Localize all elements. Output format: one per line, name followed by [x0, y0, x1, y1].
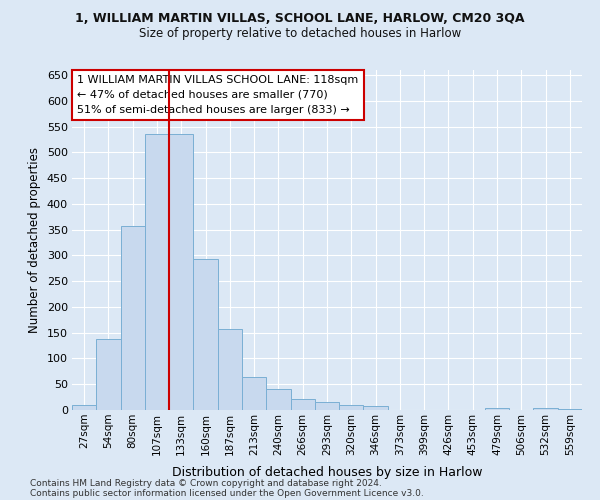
Bar — [533, 408, 558, 410]
Text: 1 WILLIAM MARTIN VILLAS SCHOOL LANE: 118sqm
← 47% of detached houses are smaller: 1 WILLIAM MARTIN VILLAS SCHOOL LANE: 118… — [77, 75, 358, 114]
Bar — [193, 259, 218, 410]
Bar — [290, 398, 315, 410]
Bar — [145, 134, 169, 410]
Bar — [266, 390, 290, 410]
Y-axis label: Number of detached properties: Number of detached properties — [28, 147, 41, 333]
Text: 1, WILLIAM MARTIN VILLAS, SCHOOL LANE, HARLOW, CM20 3QA: 1, WILLIAM MARTIN VILLAS, SCHOOL LANE, H… — [75, 12, 525, 26]
Bar — [121, 226, 145, 410]
Text: Contains public sector information licensed under the Open Government Licence v3: Contains public sector information licen… — [30, 488, 424, 498]
Text: Size of property relative to detached houses in Harlow: Size of property relative to detached ho… — [139, 28, 461, 40]
Bar — [485, 408, 509, 410]
Bar — [96, 340, 121, 410]
Bar — [339, 405, 364, 410]
Bar — [558, 409, 582, 410]
Text: Contains HM Land Registry data © Crown copyright and database right 2024.: Contains HM Land Registry data © Crown c… — [30, 478, 382, 488]
Bar — [218, 328, 242, 410]
Bar — [169, 134, 193, 410]
Bar — [315, 402, 339, 410]
Bar — [242, 376, 266, 410]
Bar — [72, 405, 96, 410]
X-axis label: Distribution of detached houses by size in Harlow: Distribution of detached houses by size … — [172, 466, 482, 479]
Bar — [364, 406, 388, 410]
